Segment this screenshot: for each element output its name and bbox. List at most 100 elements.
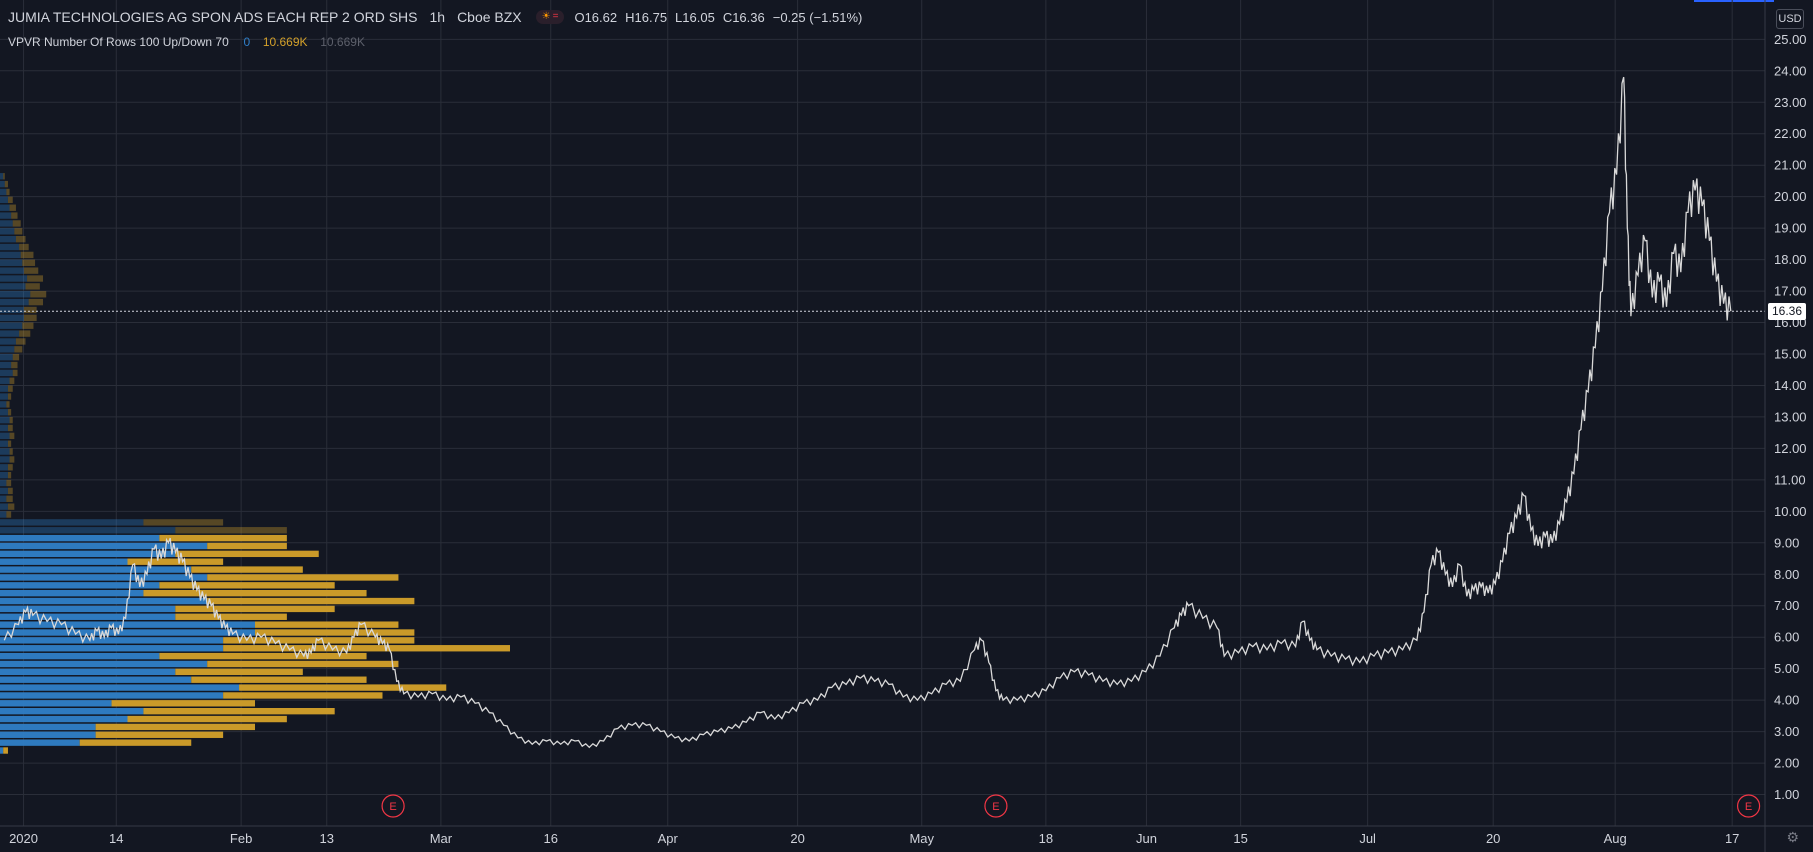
volume-bar-up <box>0 204 10 211</box>
indicator-value-down: 10.669K <box>262 35 308 49</box>
earnings-marker-icon <box>381 794 405 818</box>
indicator-legend[interactable]: VPVR Number Of Rows 100 Up/Down 70 0 10.… <box>8 35 365 49</box>
time-tick-label: Jul <box>1359 831 1376 846</box>
volume-bar-up <box>0 306 24 314</box>
indicator-value-up: 0 <box>243 35 251 49</box>
volume-bar-up <box>0 298 29 306</box>
price-tick-label: 13.00 <box>1774 409 1807 424</box>
volume-bar-down <box>159 582 335 589</box>
volume-bar-up <box>0 731 96 738</box>
volume-bar-up <box>0 472 8 479</box>
volume-bar-down <box>159 652 367 660</box>
indicator-value-total: 10.669K <box>320 35 365 49</box>
volume-bar-up <box>0 527 176 534</box>
volume-bar-down <box>255 629 415 636</box>
volume-bar-up <box>0 401 7 408</box>
volume-bar-down <box>7 385 13 392</box>
price-tick-label: 14.00 <box>1774 378 1807 393</box>
volume-bar-down <box>191 566 303 573</box>
volume-bar-up <box>0 511 7 518</box>
volume-bar-down <box>14 346 23 353</box>
currency-button[interactable]: USD <box>1776 9 1804 29</box>
volume-bar-up <box>0 542 208 550</box>
volume-bar-down <box>175 550 319 558</box>
volume-bar-down <box>3 173 5 180</box>
time-tick-label: 16 <box>544 831 558 846</box>
volume-bar-up <box>0 660 208 668</box>
volume-bar-up <box>0 684 240 691</box>
volume-bar-up <box>0 424 8 432</box>
volume-bar-up <box>0 291 31 298</box>
volume-bar-up <box>0 692 224 699</box>
interval-label[interactable]: 1h <box>429 9 446 25</box>
price-axis: 1.00 2.00 3.00 4.00 5.00 6.00 7.00 8.00 9.00 10.0… <box>1774 32 1807 802</box>
time-tick-label: Mar <box>430 831 453 846</box>
volume-bar-up <box>0 495 7 502</box>
time-tick-label: 17 <box>1725 831 1739 846</box>
volume-bar-up <box>0 236 16 243</box>
volume-bar-down <box>175 605 335 613</box>
volume-bar-down <box>23 267 39 274</box>
volume-bar-down <box>7 464 13 471</box>
market-status-badge[interactable]: ☀ = <box>535 10 565 24</box>
indicator-label: VPVR Number Of Rows 100 Up/Down 70 <box>8 35 229 49</box>
volume-bar-down <box>7 472 12 479</box>
volume-bar-down <box>23 306 37 314</box>
price-tick-label: 22.00 <box>1774 126 1807 141</box>
volume-bar-down <box>23 314 37 322</box>
volume-bar-up <box>0 243 20 251</box>
volume-bar-down <box>4 180 8 188</box>
volume-bar-up <box>0 322 23 329</box>
volume-bar-down <box>207 660 399 668</box>
volume-bar-down <box>207 597 415 605</box>
time-tick-label: 20 <box>1486 831 1500 846</box>
time-tick-label: 14 <box>109 831 123 846</box>
volume-bar-up <box>0 180 5 188</box>
active-tab-indicator <box>1694 0 1774 2</box>
ohlc-change: −0.25 (−1.51%) <box>772 9 863 25</box>
price-tick-label: 19.00 <box>1774 221 1807 236</box>
volume-bar-up <box>0 275 28 282</box>
volume-bar-down <box>7 409 12 416</box>
time-tick-label: 2020 <box>9 831 38 846</box>
volume-bar-down <box>27 275 44 282</box>
volume-bar-up <box>0 715 128 723</box>
price-tick-label: 12.00 <box>1774 441 1807 456</box>
volume-bar-up <box>0 550 176 558</box>
price-tick-label: 21.00 <box>1774 158 1807 173</box>
time-tick-label: 20 <box>790 831 804 846</box>
volume-bar-up <box>0 700 112 707</box>
volume-bar-down <box>11 212 18 219</box>
volume-bar-down <box>22 259 36 266</box>
volume-bar-down <box>9 448 13 455</box>
volume-bar-up <box>0 448 10 455</box>
volume-bar-up <box>0 747 4 754</box>
symbol-title[interactable]: JUMIA TECHNOLOGIES AG SPON ADS EACH REP … <box>8 9 418 25</box>
volume-bar-down <box>11 361 18 369</box>
volume-bar-down <box>25 283 40 290</box>
volume-bar-down <box>175 668 303 676</box>
volume-bar-up <box>0 590 144 597</box>
volume-bar-down <box>7 424 13 432</box>
volume-bar-down <box>15 236 26 243</box>
volume-bar-up <box>0 566 192 573</box>
volume-bar-up <box>0 613 176 620</box>
price-tick-label: 11.00 <box>1774 472 1806 487</box>
price-tick-label: 24.00 <box>1774 63 1807 78</box>
gear-icon[interactable]: ⚙ <box>1786 829 1799 845</box>
volume-bar-down <box>12 369 18 377</box>
volume-bar-down <box>207 574 399 581</box>
volume-bar-up <box>0 534 160 542</box>
price-tick-label: 7.00 <box>1774 598 1799 613</box>
sun-icon: ☀ <box>541 11 551 22</box>
earnings-marker-label: E <box>992 801 999 813</box>
volume-bar-up <box>0 723 96 731</box>
volume-bar-up <box>0 361 12 369</box>
earnings-marker-icon <box>984 794 1008 818</box>
time-tick-label: 13 <box>320 831 334 846</box>
grid-lines <box>0 0 1765 826</box>
volume-bar-down <box>19 330 31 337</box>
volume-bar-up <box>0 409 8 416</box>
price-tick-label: 6.00 <box>1774 630 1799 645</box>
